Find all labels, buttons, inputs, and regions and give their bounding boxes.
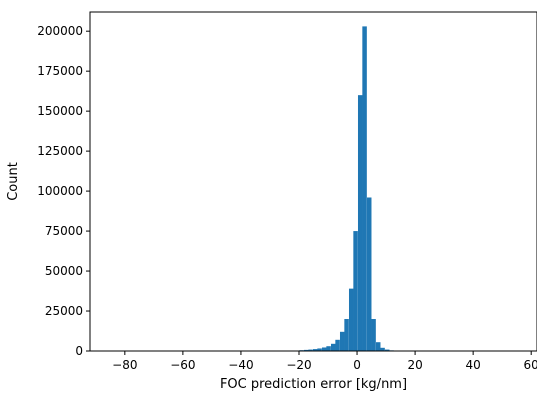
histogram-bar — [335, 340, 339, 351]
histogram-bar — [326, 346, 330, 351]
x-tick-label: 40 — [466, 358, 481, 372]
histogram-bar — [358, 95, 362, 351]
y-tick-label: 175000 — [37, 64, 83, 78]
histogram-bar — [362, 26, 366, 351]
y-tick-label: 150000 — [37, 104, 83, 118]
y-tick-label: 100000 — [37, 184, 83, 198]
y-tick-label: 0 — [75, 344, 83, 358]
histogram-bar — [353, 231, 357, 351]
x-tick-label: −40 — [228, 358, 253, 372]
y-tick-label: 25000 — [45, 304, 83, 318]
histogram-bar — [344, 319, 348, 351]
x-tick-label: −80 — [112, 358, 137, 372]
bars-group — [290, 26, 402, 351]
histogram-bar — [349, 289, 353, 351]
y-tick-label: 75000 — [45, 224, 83, 238]
histogram-bar — [367, 197, 371, 351]
x-tick-label: 60 — [524, 358, 537, 372]
x-tick-label: −20 — [286, 358, 311, 372]
x-tick-label: 20 — [407, 358, 422, 372]
y-axis-ticks: 0 25000 50000 75000 100000 125000 150000 175000… — [37, 24, 90, 358]
x-tick-label: −60 — [170, 358, 195, 372]
histogram-bar — [376, 342, 380, 351]
y-tick-label: 50000 — [45, 264, 83, 278]
plot-frame — [90, 12, 537, 351]
x-tick-label: 0 — [353, 358, 361, 372]
x-axis-ticks: −80 −60 −40 −20 0 20 40 60 — [112, 351, 537, 372]
y-tick-label: 200000 — [37, 24, 83, 38]
y-axis-label: Count — [6, 162, 21, 201]
histogram-bar — [371, 319, 375, 351]
y-tick-label: 125000 — [37, 144, 83, 158]
histogram-bar — [322, 347, 326, 351]
histogram-bar — [340, 332, 344, 351]
x-axis-label: FOC prediction error [kg/nm] — [220, 377, 407, 392]
histogram-bar — [331, 344, 335, 351]
